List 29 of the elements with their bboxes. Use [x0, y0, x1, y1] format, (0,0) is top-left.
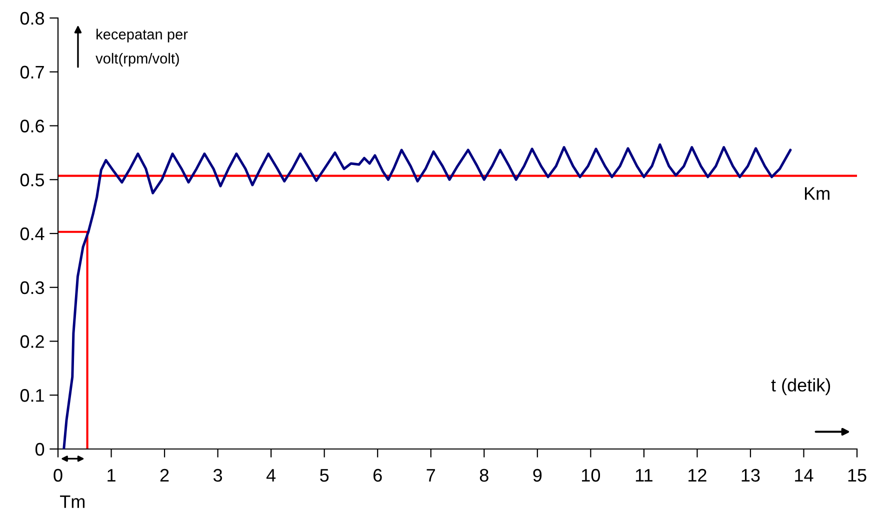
x-tick-label: 2 — [160, 468, 169, 482]
y-tick-label: 0.3 — [20, 281, 44, 294]
y-axis-title: kecepatan per volt(rpm/volt) — [96, 28, 188, 67]
y-tick-label: 0.6 — [20, 120, 44, 132]
x-tick-label: 6 — [373, 468, 382, 482]
y-tick-label: 0.2 — [20, 335, 44, 348]
x-axis-title: t (detik) — [771, 378, 830, 396]
y-tick-label: 0 — [35, 442, 44, 456]
x-tick-label: 9 — [533, 468, 542, 482]
y-tick-label: 0.1 — [20, 389, 44, 402]
x-tick-label: 14 — [795, 469, 814, 482]
x-tick-label: 11 — [636, 469, 652, 482]
x-tick-label: 15 — [848, 469, 866, 482]
x-tick-label: 5 — [320, 469, 329, 482]
x-tick-label: 3 — [213, 468, 222, 482]
x-tick-label: 8 — [480, 468, 488, 482]
x-tick-label: 1 — [108, 469, 116, 482]
x-tick-label: 0 — [54, 468, 62, 482]
y-tick-label: 0.8 — [20, 12, 44, 25]
y-tick-label: 0.4 — [20, 227, 44, 240]
text: Tm — [60, 495, 84, 508]
y-tick-label: 0.7 — [20, 66, 44, 79]
x-tick-label: 13 — [742, 468, 760, 482]
y-tick-label: 0.5 — [20, 174, 44, 186]
x-tick-label: 4 — [266, 469, 276, 482]
ref-line-label: Km — [804, 187, 830, 200]
x-tick-label: 10 — [582, 468, 600, 482]
x-tick-label: 12 — [688, 468, 706, 482]
x-tick-label: 7 — [426, 469, 435, 482]
